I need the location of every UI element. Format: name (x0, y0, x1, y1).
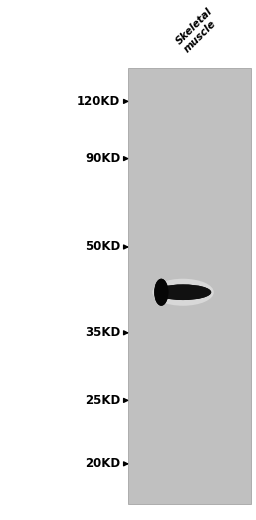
Text: 20KD: 20KD (85, 458, 120, 470)
Bar (128, 68, 251, 504)
Ellipse shape (155, 284, 211, 300)
Text: 50KD: 50KD (85, 240, 120, 253)
Text: 25KD: 25KD (85, 394, 120, 407)
Ellipse shape (155, 284, 211, 300)
Ellipse shape (152, 279, 214, 306)
Text: 35KD: 35KD (85, 327, 120, 340)
Ellipse shape (154, 279, 168, 306)
Ellipse shape (154, 279, 168, 306)
Text: 120KD: 120KD (77, 95, 120, 108)
Text: 90KD: 90KD (85, 152, 120, 165)
Text: Skeletal
muscle: Skeletal muscle (174, 6, 223, 55)
